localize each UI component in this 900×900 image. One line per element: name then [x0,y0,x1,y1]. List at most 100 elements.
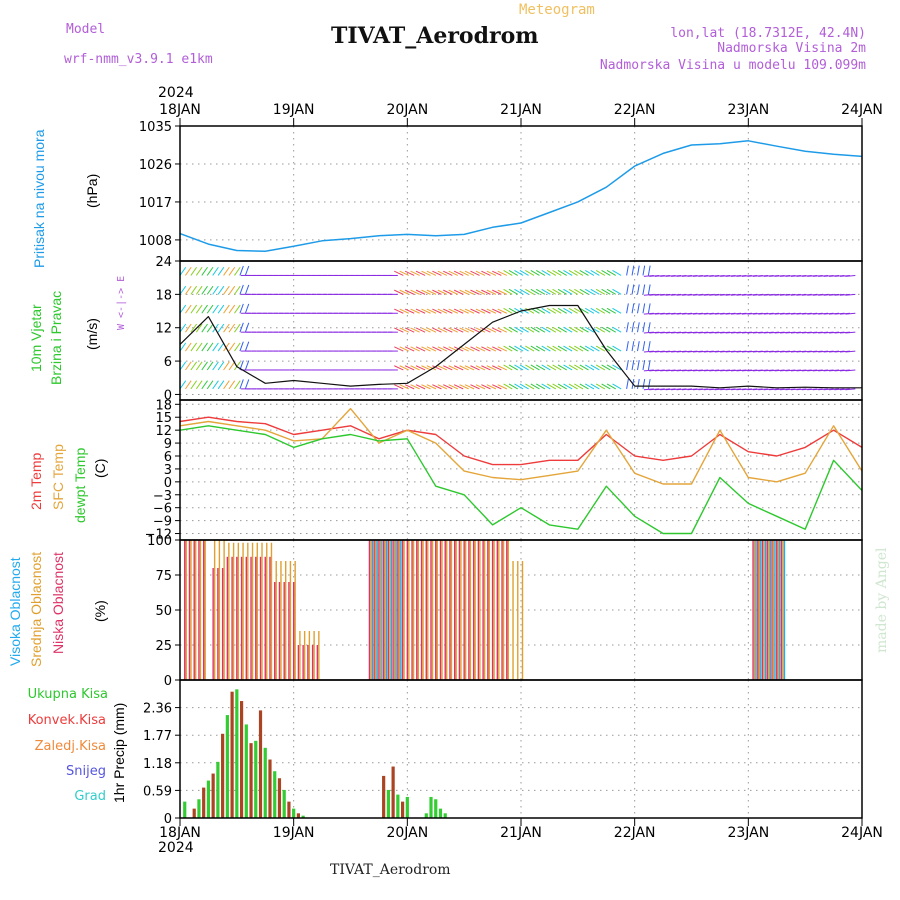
wind-arrow [421,365,431,371]
wind-arrow [503,270,513,276]
wind-arrow [536,345,546,352]
wind-arrow [579,326,589,333]
wind-arrow [470,270,480,276]
wind-arrow [217,342,225,352]
wind-arrow [845,331,856,334]
wind-arrow [546,288,557,295]
ytick-label: 0 [164,388,172,403]
wind-arrow [206,342,214,352]
wind-arrow [519,364,529,371]
wind-arrow [426,327,437,333]
model-value: wrf-nmm_v3.9.1 e1km [64,52,213,67]
wind-arrow [426,270,437,276]
wind-arrow [410,289,420,295]
wind-arrow [626,378,629,389]
ytick-label: 15 [155,411,172,426]
wind-arrow [492,327,502,333]
wind-arrow [514,345,524,352]
wind-arrow [228,323,236,333]
wind-arrow [195,266,203,276]
wind-arrow [637,265,640,276]
wind-arrow [557,345,567,352]
wind-arrow [486,289,497,295]
model-label: Model [66,22,105,37]
wind-arrow [195,342,203,352]
wind-arrow [223,361,230,371]
wind-arrow [217,323,225,333]
wind-arrow [579,270,589,276]
wind-arrow [546,364,557,371]
ytick-label: −9 [153,515,172,530]
wind-arrow [497,346,508,352]
date-bottom-label: 23JAN [727,825,769,841]
wind-arrow [223,342,230,352]
wind-arrow [404,270,415,276]
wind-arrow [626,303,629,314]
wind-arrow [399,308,409,314]
wind-arrow [443,327,453,333]
wind-arrow [606,307,616,314]
wind-arrow [557,270,567,276]
wind-arrow [642,322,646,333]
wind-arrow [519,326,529,333]
wind-arrow [459,308,469,314]
wind-arrow [612,345,622,352]
wind-arrow [399,365,409,371]
wind-arrow [432,270,442,276]
wind-arrow [426,289,437,295]
wind-arrow [399,384,409,390]
ytick-label: 1026 [139,158,172,173]
wind-arrow [212,342,219,352]
wind-arrow [410,346,420,352]
wind-arrow [503,364,513,371]
wind-arrow [574,364,584,371]
wind-arrow [421,270,431,276]
wind-arrow [508,364,518,371]
wind-arrow [574,288,584,295]
wind-arrow [563,326,573,333]
wind-arrow [606,364,616,371]
wind-arrow [179,323,187,333]
date-bottom-label: 20JAN [386,825,428,841]
wind-arrow [492,308,502,314]
ytick-label: 2.36 [143,702,172,717]
wind-arrow [185,342,192,352]
ytick-label: 24 [155,255,172,270]
legend-freezing-rain: Zaledj.Kisa [35,739,106,754]
wind-arrow [394,346,404,352]
ytick-label: 3 [164,463,172,478]
wind-arrow [185,361,192,371]
wind-arrow [486,327,497,333]
date-bottom-label: 24JAN [841,825,883,841]
wind-arrow [432,346,442,352]
wind-arrow [470,327,480,333]
wind-arrow [239,379,244,390]
ytick-label: 18 [155,398,172,413]
wind-arrow [631,284,635,295]
wind-arrow [568,345,578,352]
wind-arrow [508,326,518,333]
wind-arrow [201,266,208,276]
date-top-label: 23JAN [727,102,769,118]
ytick-label: 6 [164,355,172,370]
wind-arrow [631,360,635,371]
wind-arrow [514,288,524,295]
wind-arrow [190,304,198,314]
wind-arrow [470,308,480,314]
ytick-label: 9 [164,437,172,452]
wind-arrow [217,361,225,371]
ytick-label: 18 [155,288,172,303]
wind-arrow [223,304,230,314]
precip-bar [268,759,272,818]
wind-arrow [595,270,606,276]
wind-arrow [497,384,508,390]
panel-frame [179,679,863,819]
wind-arrow [459,270,469,276]
wind-arrow [519,383,529,390]
wind-arrow [503,288,513,295]
ytick-label: −3 [153,489,172,504]
wind-grid: 0 6 12 18 24 [155,255,862,403]
wind-arrow [421,289,431,295]
date-top-label: 24JAN [841,102,883,118]
wind-arrow [579,383,589,390]
